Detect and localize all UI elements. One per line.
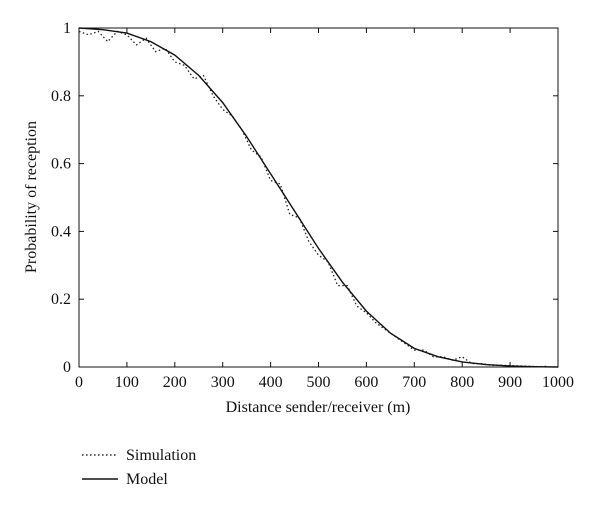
y-tick-label: 1 [63, 20, 71, 37]
x-tick-label: 700 [402, 374, 426, 391]
x-tick-label: 200 [163, 374, 187, 391]
x-tick-label: 0 [75, 374, 83, 391]
y-tick-label: 0.4 [51, 223, 71, 240]
x-tick-label: 600 [354, 374, 378, 391]
plot-frame [78, 27, 559, 368]
x-tick-label: 100 [115, 374, 139, 391]
x-tick-label: 900 [498, 374, 522, 391]
x-tick-label: 300 [211, 374, 235, 391]
series-line [78, 30, 549, 368]
y-tick-label: 0 [63, 359, 71, 376]
y-tick-label: 0.2 [51, 291, 71, 308]
x-tick-label: 400 [259, 374, 283, 391]
legend-label: Simulation [126, 447, 196, 464]
series-line [78, 27, 559, 368]
x-axis-label: Distance sender/receiver (m) [226, 399, 411, 416]
x-tick-label: 500 [307, 374, 331, 391]
legend-label: Model [126, 471, 168, 488]
x-tick-label: 800 [450, 374, 474, 391]
y-axis-label: Probability of reception [23, 121, 40, 273]
x-tick-label: 1000 [542, 374, 574, 391]
y-tick-label: 0.6 [51, 156, 71, 173]
y-tick-label: 0.8 [51, 88, 71, 105]
